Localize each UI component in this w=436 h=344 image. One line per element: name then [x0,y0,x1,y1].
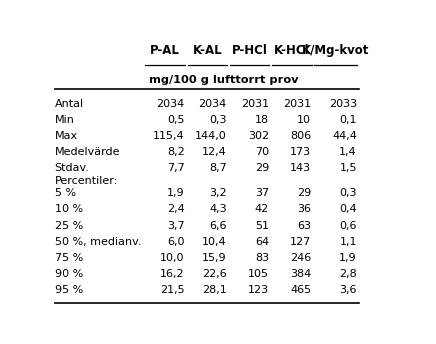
Text: Min: Min [54,115,75,125]
Text: 18: 18 [255,115,269,125]
Text: K-HCl: K-HCl [274,44,310,57]
Text: 2031: 2031 [241,99,269,109]
Text: 90 %: 90 % [54,269,83,279]
Text: P-HCl: P-HCl [232,44,268,57]
Text: 29: 29 [255,163,269,173]
Text: 1,9: 1,9 [167,188,184,198]
Text: 1,5: 1,5 [339,163,357,173]
Text: 2,4: 2,4 [167,204,184,214]
Text: 0,1: 0,1 [339,115,357,125]
Text: 21,5: 21,5 [160,285,184,295]
Text: 0,6: 0,6 [339,221,357,230]
Text: Medelvärde: Medelvärde [54,147,120,157]
Text: K/Mg-kvot: K/Mg-kvot [302,44,369,57]
Text: 44,4: 44,4 [332,131,357,141]
Text: 173: 173 [290,147,311,157]
Text: 0,3: 0,3 [339,188,357,198]
Text: 3,7: 3,7 [167,221,184,230]
Text: 2034: 2034 [157,99,184,109]
Text: 5 %: 5 % [54,188,75,198]
Text: 37: 37 [255,188,269,198]
Text: 22,6: 22,6 [202,269,227,279]
Text: 302: 302 [248,131,269,141]
Text: 0,4: 0,4 [339,204,357,214]
Text: 465: 465 [290,285,311,295]
Text: 12,4: 12,4 [202,147,227,157]
Text: 16,2: 16,2 [160,269,184,279]
Text: 1,1: 1,1 [339,237,357,247]
Text: Antal: Antal [54,99,84,109]
Text: 10,0: 10,0 [160,253,184,263]
Text: 1,4: 1,4 [339,147,357,157]
Text: 95 %: 95 % [54,285,83,295]
Text: 143: 143 [290,163,311,173]
Text: 0,3: 0,3 [209,115,227,125]
Text: 29: 29 [297,188,311,198]
Text: 10: 10 [297,115,311,125]
Text: 36: 36 [297,204,311,214]
Text: 2034: 2034 [198,99,227,109]
Text: 3,6: 3,6 [339,285,357,295]
Text: 2031: 2031 [283,99,311,109]
Text: 1,9: 1,9 [339,253,357,263]
Text: 6,6: 6,6 [209,221,227,230]
Text: 6,0: 6,0 [167,237,184,247]
Text: Stdav.: Stdav. [54,163,89,173]
Text: 10,4: 10,4 [202,237,227,247]
Text: 3,2: 3,2 [209,188,227,198]
Text: 246: 246 [290,253,311,263]
Text: 127: 127 [290,237,311,247]
Text: 25 %: 25 % [54,221,83,230]
Text: 8,7: 8,7 [209,163,227,173]
Text: P-AL: P-AL [150,44,180,57]
Text: 10 %: 10 % [54,204,83,214]
Text: 115,4: 115,4 [153,131,184,141]
Text: 70: 70 [255,147,269,157]
Text: Max: Max [54,131,78,141]
Text: 144,0: 144,0 [195,131,227,141]
Text: 2,8: 2,8 [339,269,357,279]
Text: 105: 105 [248,269,269,279]
Text: mg/100 g lufttorrt prov: mg/100 g lufttorrt prov [149,75,298,85]
Text: 123: 123 [248,285,269,295]
Text: 0,5: 0,5 [167,115,184,125]
Text: Percentiler:: Percentiler: [54,176,118,186]
Text: 75 %: 75 % [54,253,83,263]
Text: 83: 83 [255,253,269,263]
Text: 51: 51 [255,221,269,230]
Text: 806: 806 [290,131,311,141]
Text: 42: 42 [255,204,269,214]
Text: 2033: 2033 [329,99,357,109]
Text: 28,1: 28,1 [202,285,227,295]
Text: 15,9: 15,9 [202,253,227,263]
Text: 4,3: 4,3 [209,204,227,214]
Text: K-AL: K-AL [193,44,222,57]
Text: 64: 64 [255,237,269,247]
Text: 63: 63 [297,221,311,230]
Text: 8,2: 8,2 [167,147,184,157]
Text: 384: 384 [290,269,311,279]
Text: 50 %, medianv.: 50 %, medianv. [54,237,141,247]
Text: 7,7: 7,7 [167,163,184,173]
